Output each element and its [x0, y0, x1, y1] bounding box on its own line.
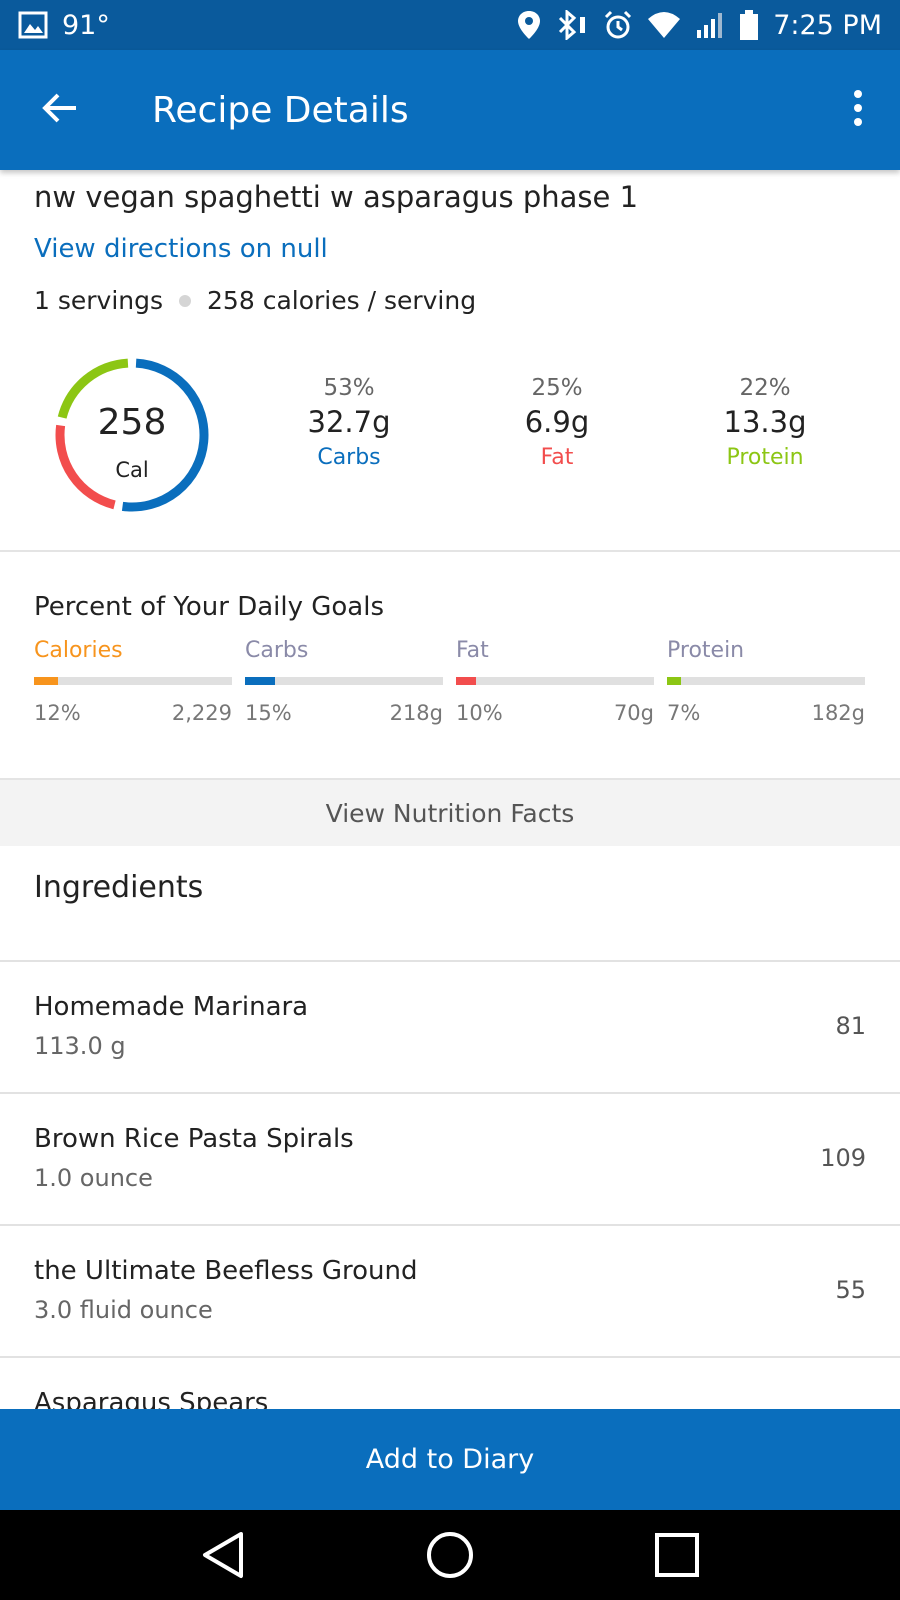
- goal-progress-track: [245, 677, 443, 685]
- goal-label: Carbs: [245, 638, 309, 663]
- ingredient-row[interactable]: Asparagus Spears: [0, 1356, 900, 1410]
- goal-percent: 10%: [456, 701, 503, 725]
- signal-icon: [695, 10, 725, 40]
- goal-percent: 12%: [34, 701, 81, 725]
- goal-percent: 15%: [245, 701, 292, 725]
- goal-values: 7% 182g: [667, 701, 865, 725]
- servings-line: 1 servings 258 calories / serving: [34, 286, 476, 315]
- goal-target: 70g: [613, 701, 654, 725]
- ingredient-name: the Ultimate Beefless Ground: [34, 1256, 418, 1286]
- daily-goals-title: Percent of Your Daily Goals: [34, 592, 384, 622]
- goal-protein: Protein 7% 182g: [667, 638, 865, 725]
- recents-square-icon[interactable]: [653, 1531, 701, 1579]
- goal-progress-fill: [245, 677, 275, 685]
- macro-protein: 22% 13.3g Protein: [690, 375, 840, 470]
- goal-progress-fill: [667, 677, 681, 685]
- goal-values: 15% 218g: [245, 701, 443, 725]
- recipe-title: nw vegan spaghetti w asparagus phase 1: [34, 180, 639, 214]
- separator-dot: [179, 294, 192, 307]
- goal-percent: 7%: [667, 701, 701, 725]
- servings-count: 1 servings: [34, 286, 164, 315]
- status-left: 91°: [18, 10, 110, 41]
- macro-fat: 25% 6.9g Fat: [482, 375, 632, 470]
- ingredient-calories: 55: [835, 1276, 866, 1304]
- goal-target: 182g: [811, 701, 865, 725]
- goal-carbs: Carbs 15% 218g: [245, 638, 443, 725]
- macro-percent: 25%: [531, 375, 583, 401]
- home-circle-icon[interactable]: [425, 1530, 475, 1580]
- system-nav-bar: [0, 1510, 900, 1600]
- goal-target: 218g: [389, 701, 443, 725]
- battery-icon: [739, 9, 759, 41]
- ingredients-header: Ingredients: [34, 870, 204, 905]
- goal-label: Fat: [456, 638, 489, 663]
- recipe-content[interactable]: nw vegan spaghetti w asparagus phase 1 V…: [0, 170, 900, 1410]
- macro-label: Carbs: [317, 445, 381, 470]
- goal-progress-track: [456, 677, 654, 685]
- ingredient-calories: 109: [820, 1144, 866, 1172]
- goal-fat: Fat 10% 70g: [456, 638, 654, 725]
- goal-target: 2,229: [171, 701, 232, 725]
- macro-label: Fat: [540, 445, 574, 470]
- macro-grams: 32.7g: [307, 405, 391, 439]
- add-to-diary-button[interactable]: Add to Diary: [0, 1409, 900, 1510]
- ingredient-quantity: 3.0 fluid ounce: [34, 1296, 213, 1324]
- ring-calories-unit: Cal: [115, 458, 149, 482]
- goal-progress-fill: [456, 677, 476, 685]
- bluetooth-icon: [555, 10, 589, 40]
- macro-label: Protein: [726, 445, 804, 470]
- goal-label: Calories: [34, 638, 123, 663]
- view-nutrition-facts-button[interactable]: View Nutrition Facts: [0, 778, 900, 846]
- ring-calories-value: 258: [97, 402, 167, 443]
- status-right: 7:25 PM: [517, 9, 882, 41]
- ingredient-calories: 81: [835, 1012, 866, 1040]
- page-title: Recipe Details: [152, 89, 409, 131]
- arrow-left-icon: [40, 88, 80, 132]
- macro-percent: 53%: [323, 375, 375, 401]
- section-divider: [0, 550, 900, 552]
- calories-per-serving: 258 calories / serving: [207, 286, 477, 315]
- wifi-icon: [647, 10, 681, 40]
- macro-percent: 22%: [739, 375, 791, 401]
- status-bar: 91° 7:25 PM: [0, 0, 900, 50]
- image-icon: [18, 10, 48, 40]
- goal-values: 12% 2,229: [34, 701, 232, 725]
- ring-segment-carbs: [121, 358, 209, 512]
- macro-ring-chart: [55, 358, 209, 512]
- ring-segment-fat: [55, 424, 116, 510]
- ingredient-row[interactable]: the Ultimate Beefless Ground 3.0 fluid o…: [0, 1224, 900, 1354]
- more-vert-icon: [852, 88, 864, 132]
- goal-label: Protein: [667, 638, 745, 663]
- ingredient-name: Asparagus Spears: [34, 1388, 269, 1410]
- ring-segment-protein: [57, 358, 129, 419]
- back-button[interactable]: [0, 50, 120, 170]
- goal-values: 10% 70g: [456, 701, 654, 725]
- ingredient-row[interactable]: Brown Rice Pasta Spirals 1.0 ounce 109: [0, 1092, 900, 1222]
- ingredient-quantity: 113.0 g: [34, 1032, 126, 1060]
- ingredient-name: Homemade Marinara: [34, 992, 309, 1022]
- app-bar: Recipe Details: [0, 50, 900, 170]
- ingredient-row[interactable]: Homemade Marinara 113.0 g 81: [0, 960, 900, 1090]
- goal-progress-track: [34, 677, 232, 685]
- alarm-icon: [603, 10, 633, 40]
- goal-calories: Calories 12% 2,229: [34, 638, 232, 725]
- clock: 7:25 PM: [773, 9, 882, 41]
- view-directions-link[interactable]: View directions on null: [34, 234, 328, 264]
- ingredient-quantity: 1.0 ounce: [34, 1164, 153, 1192]
- ingredient-name: Brown Rice Pasta Spirals: [34, 1124, 354, 1154]
- goal-progress-fill: [34, 677, 58, 685]
- more-options-button[interactable]: [816, 50, 900, 170]
- temperature: 91°: [62, 9, 110, 41]
- location-icon: [517, 10, 541, 40]
- goal-progress-track: [667, 677, 865, 685]
- macro-carbs: 53% 32.7g Carbs: [274, 375, 424, 470]
- macro-grams: 6.9g: [524, 405, 590, 439]
- back-triangle-icon[interactable]: [199, 1530, 247, 1580]
- macro-grams: 13.3g: [723, 405, 807, 439]
